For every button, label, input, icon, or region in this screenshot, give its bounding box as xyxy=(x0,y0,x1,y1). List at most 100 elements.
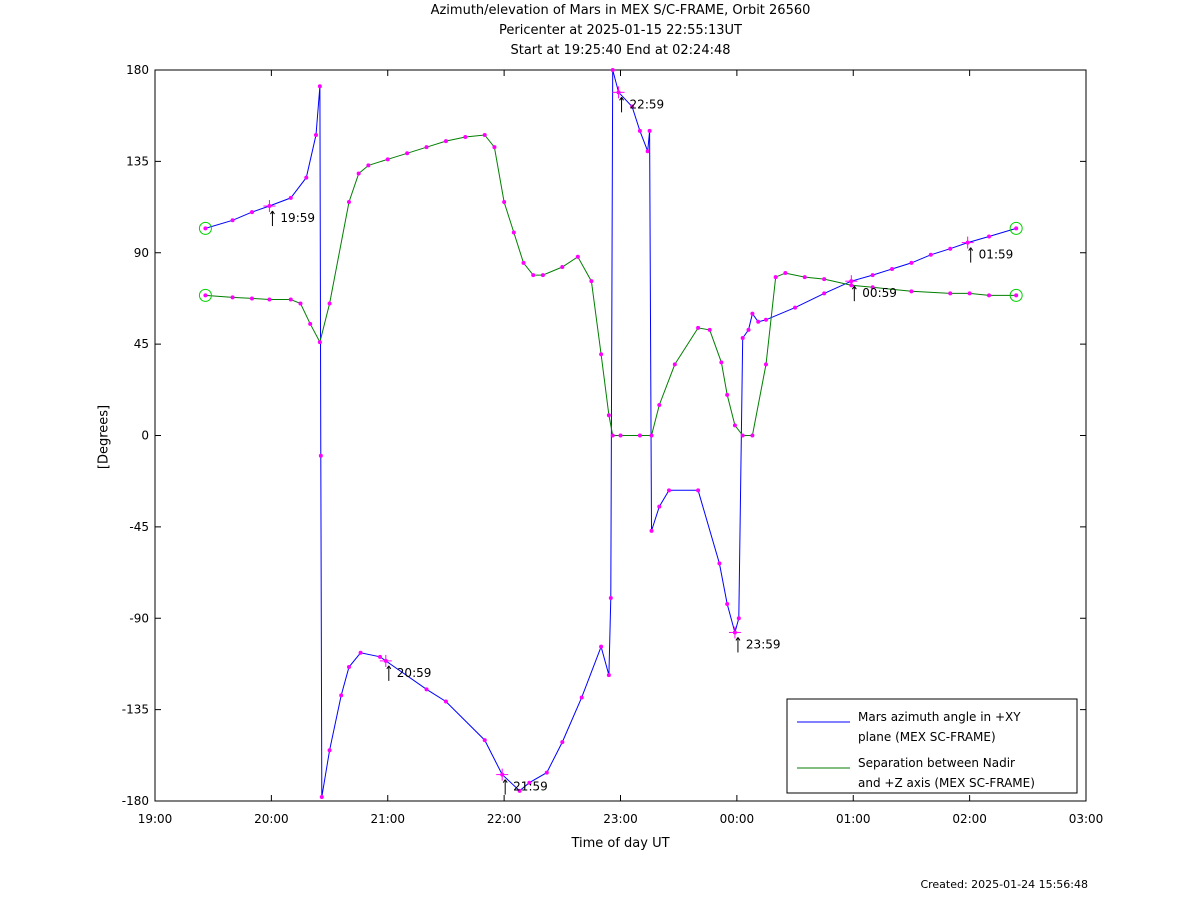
hour-label: 00:59 xyxy=(862,286,897,300)
data-point xyxy=(732,423,737,428)
x-tick-label: 03:00 xyxy=(1069,812,1104,826)
data-point xyxy=(540,273,545,278)
data-point xyxy=(763,362,768,367)
data-point xyxy=(1014,226,1019,231)
data-point xyxy=(366,163,371,168)
data-point xyxy=(822,277,827,282)
data-point xyxy=(909,260,914,265)
data-point xyxy=(750,433,755,438)
data-point xyxy=(249,210,254,215)
data-point xyxy=(327,748,332,753)
data-point xyxy=(544,770,549,775)
data-point xyxy=(666,488,671,493)
data-point xyxy=(589,279,594,284)
hour-arrow xyxy=(504,779,508,783)
data-point xyxy=(649,433,654,438)
x-tick-label: 21:00 xyxy=(370,812,405,826)
data-point xyxy=(424,145,429,150)
y-tick-label: -135 xyxy=(122,703,149,717)
data-point xyxy=(717,561,722,566)
data-point xyxy=(327,301,332,306)
legend-box xyxy=(786,698,1078,794)
x-axis-label: Time of day UT xyxy=(571,836,670,851)
x-tick-label: 02:00 xyxy=(952,812,987,826)
endpoint-marker xyxy=(1009,221,1023,235)
hour-arrow xyxy=(968,247,972,251)
data-point xyxy=(637,433,642,438)
data-point xyxy=(672,362,677,367)
series-line xyxy=(205,69,1017,797)
data-point xyxy=(610,68,615,72)
y-tick-label: -90 xyxy=(129,611,149,625)
data-point xyxy=(630,104,635,109)
data-point xyxy=(822,291,827,296)
y-tick-label: -180 xyxy=(122,794,149,808)
data-point xyxy=(637,128,642,133)
data-point xyxy=(358,650,363,655)
data-point xyxy=(783,271,788,276)
data-point xyxy=(890,266,895,271)
x-tick-label: 00:00 xyxy=(720,812,755,826)
data-point xyxy=(1014,293,1019,298)
data-point xyxy=(288,195,293,200)
data-point xyxy=(647,128,652,133)
data-point xyxy=(527,780,532,785)
axis-ticks: 19:00 20:00 21:00 22:00 23:00 00:00 01:00 02:00… xyxy=(122,63,1104,826)
data-point xyxy=(267,297,272,302)
data-point xyxy=(575,254,580,259)
data-point xyxy=(707,327,712,332)
hour-arrow xyxy=(270,210,273,215)
legend: Mars azimuth angle in +XY plane (MEX SC-F… xyxy=(786,698,1078,794)
data-point xyxy=(317,84,322,89)
endpoint-marker xyxy=(1009,288,1023,302)
data-point xyxy=(870,273,875,278)
data-point xyxy=(385,157,390,162)
x-tick-label: 23:00 xyxy=(603,812,638,826)
data-point xyxy=(756,319,761,324)
y-tick-label: 135 xyxy=(126,154,149,168)
data-point xyxy=(657,504,662,509)
x-tick-label: 19:00 xyxy=(138,812,173,826)
data-point xyxy=(502,199,507,204)
y-tick-label: 90 xyxy=(134,246,149,260)
data-point xyxy=(948,246,953,251)
hour-arrow xyxy=(970,247,974,251)
legend-label: and +Z axis (MEX SC-FRAME) xyxy=(858,776,1035,790)
data-point xyxy=(610,433,615,438)
hour-arrow xyxy=(619,97,622,101)
hour-arrow xyxy=(735,637,739,641)
data-point xyxy=(773,275,778,280)
x-tick-label: 20:00 xyxy=(254,812,289,826)
data-point xyxy=(606,413,611,418)
data-point xyxy=(339,693,344,698)
data-point xyxy=(750,311,755,316)
data-point xyxy=(599,644,604,649)
data-point xyxy=(203,226,208,231)
data-point xyxy=(987,234,992,239)
data-point xyxy=(203,293,208,298)
y-tick-label: 0 xyxy=(141,429,149,443)
data-point xyxy=(763,317,768,322)
data-point xyxy=(482,132,487,137)
data-point xyxy=(424,687,429,692)
data-point xyxy=(405,151,410,156)
data-point xyxy=(318,453,323,458)
data-point xyxy=(377,654,382,659)
data-point xyxy=(645,149,650,154)
hour-label: 01:59 xyxy=(979,248,1014,262)
data-point xyxy=(511,230,516,235)
data-point xyxy=(317,340,322,345)
y-tick-label: 180 xyxy=(126,63,149,77)
data-point xyxy=(909,289,914,294)
data-point xyxy=(696,325,701,330)
data-point xyxy=(870,285,875,290)
endpoint-marker xyxy=(198,288,212,302)
x-tick-label: 01:00 xyxy=(836,812,871,826)
data-point xyxy=(560,264,565,269)
data-point xyxy=(649,528,654,533)
data-point xyxy=(987,293,992,298)
data-point xyxy=(928,252,933,257)
y-tick-label: -45 xyxy=(129,520,149,534)
hour-annotations: 19:59 20:59 21:59 22:59 23:59 00:59 01:59 xyxy=(263,86,1014,795)
